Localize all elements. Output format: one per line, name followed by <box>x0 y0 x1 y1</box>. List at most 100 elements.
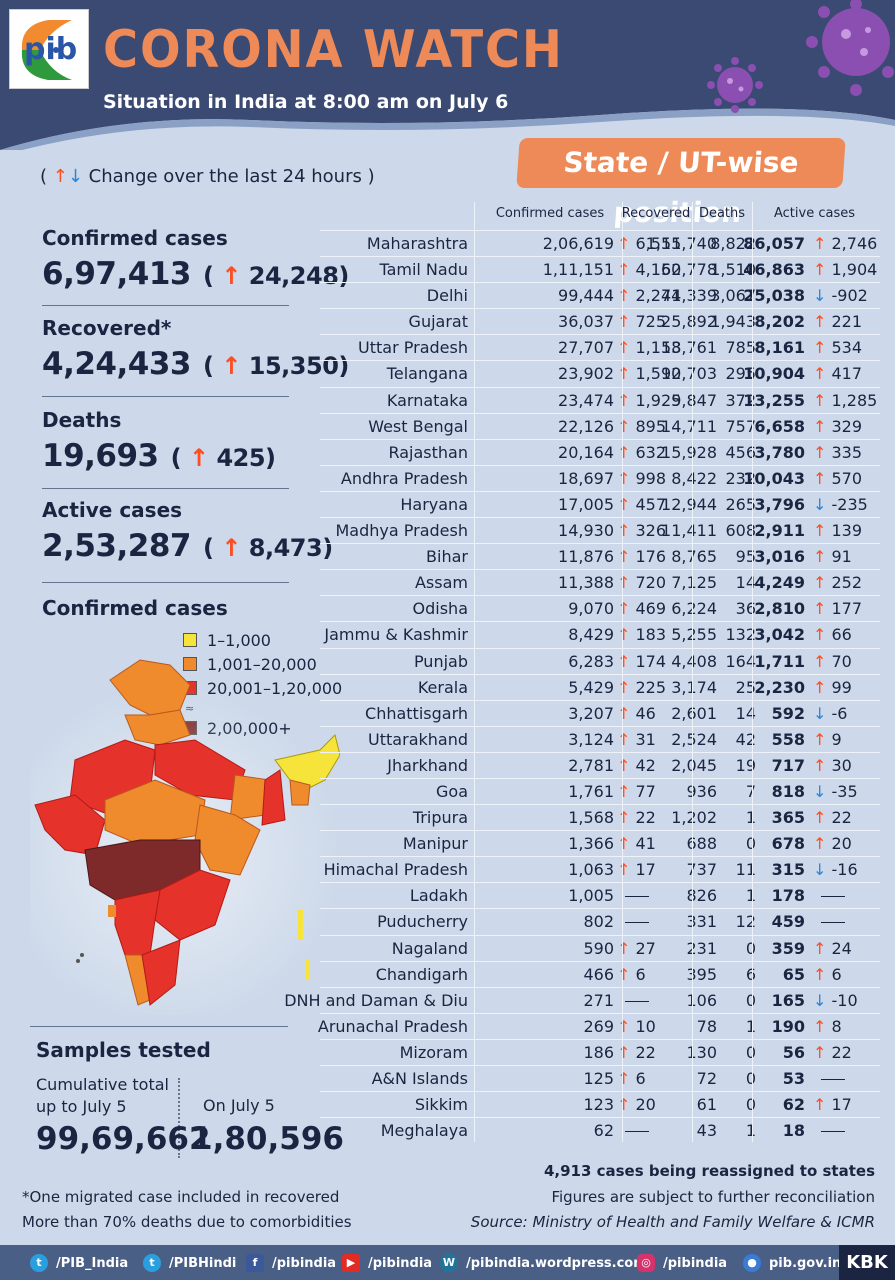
social-twitter-english[interactable]: t/PIB_India <box>30 1254 128 1272</box>
arrow-up-icon: ↑ <box>617 442 636 462</box>
confirmed-label: Confirmed cases <box>42 226 228 250</box>
recovered-cell: 106 <box>686 990 717 1010</box>
confirmed-cell: 1,761 <box>568 781 614 801</box>
state-name: West Bengal <box>368 416 468 436</box>
divider <box>692 202 693 1142</box>
reassigned-note: 4,913 cases being reassigned to states <box>543 1162 875 1180</box>
recovered-cell: 8,765 <box>671 547 717 567</box>
state-name: Karnataka <box>386 390 468 410</box>
confirmed-cell: 269 <box>583 1016 614 1036</box>
change-value: 30 <box>831 755 852 775</box>
social-facebook[interactable]: f/pibindia <box>246 1254 336 1272</box>
recovered-cell: 72 <box>696 1069 717 1088</box>
active-cell: 592 <box>771 703 805 723</box>
no-change-dash <box>625 922 649 924</box>
map-region-north <box>109 659 191 716</box>
divider <box>30 1026 288 1027</box>
confirmed-cell: 62 <box>593 1121 614 1141</box>
table-row: Jammu & Kashmir 8,429 ↑ 183 5,255 132 3,042 ↑ … <box>320 621 880 647</box>
social-label: /pibindia <box>663 1255 728 1271</box>
arrow-up-icon: ↑ <box>617 364 636 384</box>
arrow-up-icon: ↑ <box>617 312 636 332</box>
change-value: 8 <box>831 1016 842 1036</box>
table-row: Maharashtra 2,06,619 ↑ 6,555 1,11,740 8,822 8… <box>320 230 880 256</box>
state-name: Madhya Pradesh <box>335 521 469 541</box>
arrow-up-icon: ↑ <box>188 444 209 472</box>
deaths-cell: 0 <box>745 990 756 1010</box>
confirmed-cell: 123 <box>583 1095 614 1115</box>
confirmed-cell: 8,429 <box>568 625 614 645</box>
arrow-up-icon: ↑ <box>221 262 241 290</box>
social-youtube[interactable]: ▶ /pibindia <box>342 1254 432 1272</box>
deaths-label: Deaths <box>42 408 122 432</box>
recovered-cell: 3,174 <box>671 677 717 697</box>
map-title: Confirmed cases <box>42 596 228 620</box>
change-value: 139 <box>831 521 863 541</box>
arrow-up-icon: ↑ <box>813 677 832 697</box>
col-confirmed: Confirmed cases <box>495 206 605 221</box>
deaths-cell: 132 <box>725 625 756 645</box>
samples-cumulative-label-1: Cumulative total <box>36 1075 169 1094</box>
deaths-cell: 8,822 <box>710 234 756 253</box>
state-name: Punjab <box>413 651 468 671</box>
divider <box>42 488 289 489</box>
confirmed-change-cell: ↑ 42 <box>617 756 656 775</box>
confirmed-change-cell: ↑ 22 <box>617 1043 656 1062</box>
page-title: CORONA WATCH <box>103 20 564 80</box>
confirmed-cell: 11,876 <box>558 547 614 567</box>
confirmed-change-cell: ↑ 17 <box>617 860 656 879</box>
confirmed-cell: 3,124 <box>568 729 614 749</box>
state-name: Arunachal Pradesh <box>317 1016 468 1036</box>
table-row: Gujarat 36,037 ↑ 725 25,892 1,943 8,202 ↑ 221 <box>320 308 880 334</box>
social-wordpress[interactable]: W/pibindia.wordpress.com <box>440 1254 647 1272</box>
table-row: Manipur 1,366 ↑ 41 688 0 678 ↑ 20 <box>320 830 880 856</box>
social-website[interactable]: ● pib.gov.in <box>743 1254 841 1272</box>
confirmed-cell: 18,697 <box>558 468 614 488</box>
state-name: Jammu & Kashmir <box>324 625 468 645</box>
active-change-cell <box>813 912 845 931</box>
confirmed-cell: 466 <box>583 964 614 984</box>
table-row: Assam 11,388 ↑ 720 7,125 14 4,249 ↑ 252 <box>320 569 880 595</box>
active-change-cell: ↓ -35 <box>813 782 858 801</box>
change-value: 174 <box>635 651 667 671</box>
confirmed-cell: 22,126 <box>558 416 614 436</box>
arrow-up-icon: ↑ <box>813 547 832 567</box>
active-label: Active cases <box>42 498 183 522</box>
confirmed-change-cell: ↑ 1,153 <box>617 338 681 357</box>
change-value: 6 <box>831 964 842 984</box>
deaths-cell: 372 <box>725 390 756 410</box>
arrow-up-icon: ↑ <box>617 1069 636 1088</box>
arrow-up-icon: ↑ <box>617 390 636 410</box>
arrow-up-icon: ↑ <box>813 260 832 280</box>
state-name: Chhattisgarh <box>365 703 468 723</box>
deaths-cell: 25 <box>735 677 756 697</box>
active-change-cell: ↑ 534 <box>813 338 862 357</box>
arrow-up-icon: ↑ <box>221 352 241 380</box>
arrow-up-icon: ↑ <box>617 234 636 253</box>
confirmed-change-cell <box>617 886 649 905</box>
table-row: Karnataka 23,474 ↑ 1,925 9,847 372 13,255 ↑ 1,… <box>320 386 880 413</box>
active-cell: 165 <box>771 990 805 1010</box>
active-change-cell: ↑ 335 <box>813 443 862 462</box>
arrow-up-icon: ↑ <box>617 573 636 593</box>
active-cell: 25,038 <box>743 286 805 306</box>
arrow-up-icon: ↑ <box>813 834 832 854</box>
confirmed-cell: 20,164 <box>558 442 614 462</box>
divider <box>474 202 475 1142</box>
samples-day-label: On July 5 <box>203 1096 275 1115</box>
map-legend-item: 1,001–20,000 <box>183 652 342 676</box>
confirmed-change-cell: ↑ 22 <box>617 808 656 827</box>
active-cell: 8,202 <box>754 312 805 332</box>
arrow-up-icon: ↑ <box>617 416 636 436</box>
deaths-cell: 608 <box>725 521 756 541</box>
arrow-down-icon: ↓ <box>813 494 832 514</box>
social-twitter-hindi[interactable]: t/PIBHindi <box>143 1254 236 1272</box>
active-change-cell: ↑ 221 <box>813 312 862 331</box>
social-instagram[interactable]: ◎ /pibindia <box>637 1254 727 1272</box>
change-value: 632 <box>635 442 667 462</box>
confirmed-cell: 271 <box>583 990 614 1010</box>
divider <box>178 1078 180 1158</box>
arrow-up-icon: ↑ <box>813 625 832 645</box>
recovered-cell: 395 <box>686 964 717 984</box>
deaths-cell: 19 <box>735 755 756 775</box>
